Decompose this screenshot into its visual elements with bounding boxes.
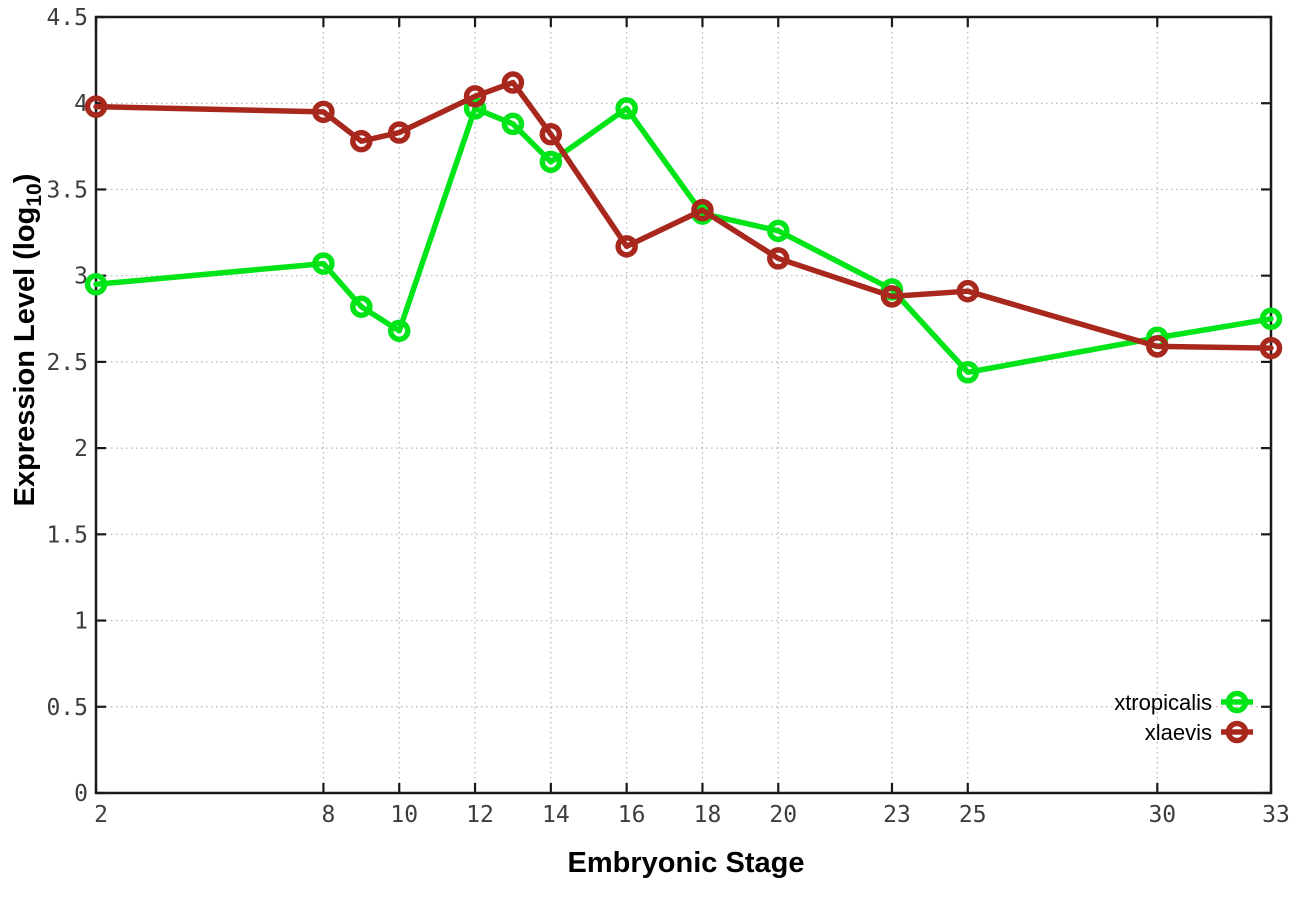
data-point-xlaevis	[312, 100, 335, 124]
x-tick-label: 8	[321, 802, 335, 828]
series-line-xlaevis	[93, 79, 1274, 351]
y-tick-label: 3.5	[46, 177, 88, 203]
data-point-xlaevis	[880, 285, 904, 308]
y-tick-label: 0.5	[46, 695, 88, 721]
data-point-xtropicalis	[463, 97, 487, 120]
data-point-xlaevis	[956, 279, 980, 303]
data-point-xtropicalis	[956, 360, 980, 384]
data-point-xlaevis	[615, 235, 638, 258]
legend-label-xtropicalis: xtropicalis	[1114, 690, 1212, 715]
y-tick-label: 4.5	[46, 5, 88, 31]
data-point-xlaevis	[463, 85, 487, 108]
legend-marker-circle-xlaevis	[1225, 720, 1249, 744]
data-point-xlaevis	[350, 129, 373, 153]
y-axis-title: Expression Level (log10)	[9, 174, 46, 507]
data-point-xlaevis	[691, 198, 714, 222]
x-axis-title: Embryonic Stage	[568, 847, 805, 879]
x-tick-label: 25	[959, 802, 987, 828]
axis-ticks	[94, 15, 1273, 795]
x-tick-label: 18	[694, 802, 722, 828]
data-point-xlaevis	[501, 71, 525, 94]
legend: xtropicalis xlaevis	[1114, 690, 1253, 745]
legend-label-xlaevis: xlaevis	[1145, 720, 1212, 745]
y-axis-title-subscript: 10	[23, 183, 46, 206]
data-point-xtropicalis	[539, 150, 563, 174]
data-point-xtropicalis	[501, 112, 525, 136]
x-tick-label: 33	[1262, 802, 1290, 828]
data-point-xtropicalis	[767, 219, 790, 243]
x-tick-label: 30	[1148, 802, 1176, 828]
legend-item-xlaevis: xlaevis	[1145, 720, 1253, 745]
x-tick-label: 2	[94, 802, 108, 828]
x-tick-label: 20	[769, 802, 797, 828]
data-point-xtropicalis	[350, 295, 373, 318]
y-tick-label: 4	[74, 91, 88, 117]
plot-border	[94, 15, 1273, 795]
y-axis-title-close: )	[9, 174, 41, 184]
y-tick-label: 0	[74, 781, 88, 807]
x-tick-label: 14	[542, 802, 570, 828]
data-point-xtropicalis	[1259, 307, 1283, 331]
data-point-xtropicalis	[84, 273, 108, 296]
data-point-xlaevis	[1146, 335, 1169, 358]
y-tick-label: 3	[74, 264, 88, 290]
y-tick-label: 2	[74, 436, 88, 462]
data-point-xlaevis	[1259, 336, 1283, 360]
y-tick-label: 2.5	[46, 350, 88, 376]
y-tick-label: 1.5	[46, 522, 88, 548]
tick-labels: 2 8 10 12 14 16 18 20 23 25 30 33 0 0.5 1 1.5 2 2.5 3 3.5 4 4…	[46, 5, 1289, 828]
x-tick-label: 23	[883, 802, 911, 828]
gridlines	[96, 17, 1271, 793]
data-series	[84, 71, 1283, 384]
data-point-xtropicalis	[387, 319, 411, 343]
data-point-xtropicalis	[615, 97, 638, 120]
series-xtropicalis	[84, 97, 1283, 384]
series-xlaevis	[84, 71, 1283, 360]
x-tick-label: 10	[390, 802, 418, 828]
data-point-xlaevis	[84, 95, 108, 118]
data-point-xlaevis	[539, 123, 563, 146]
legend-marker-circle-xtropicalis	[1225, 690, 1249, 714]
data-point-xlaevis	[387, 121, 411, 144]
plot-area-border	[94, 15, 1273, 795]
legend-item-xtropicalis: xtropicalis	[1114, 690, 1253, 715]
y-tick-label: 1	[74, 609, 88, 635]
data-point-xlaevis	[767, 247, 790, 270]
y-axis-title-main: Expression Level (log	[9, 207, 41, 507]
series-line-xtropicalis	[93, 105, 1274, 375]
data-point-xtropicalis	[312, 252, 335, 275]
x-tick-label: 12	[466, 802, 494, 828]
x-tick-label: 16	[618, 802, 646, 828]
